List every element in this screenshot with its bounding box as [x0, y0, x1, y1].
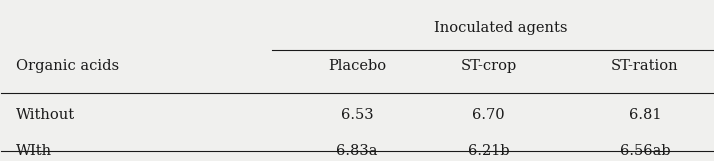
Text: Placebo: Placebo	[328, 60, 386, 73]
Text: Organic acids: Organic acids	[16, 60, 119, 73]
Text: 6.83a: 6.83a	[336, 144, 378, 158]
Text: ST-ration: ST-ration	[611, 60, 679, 73]
Text: 6.81: 6.81	[629, 108, 661, 122]
Text: Inoculated agents: Inoculated agents	[434, 21, 568, 35]
Text: 6.53: 6.53	[341, 108, 373, 122]
Text: ST-crop: ST-crop	[461, 60, 517, 73]
Text: Without: Without	[16, 108, 75, 122]
Text: 6.70: 6.70	[472, 108, 505, 122]
Text: WIth: WIth	[16, 144, 51, 158]
Text: 6.56ab: 6.56ab	[620, 144, 670, 158]
Text: 6.21b: 6.21b	[468, 144, 509, 158]
